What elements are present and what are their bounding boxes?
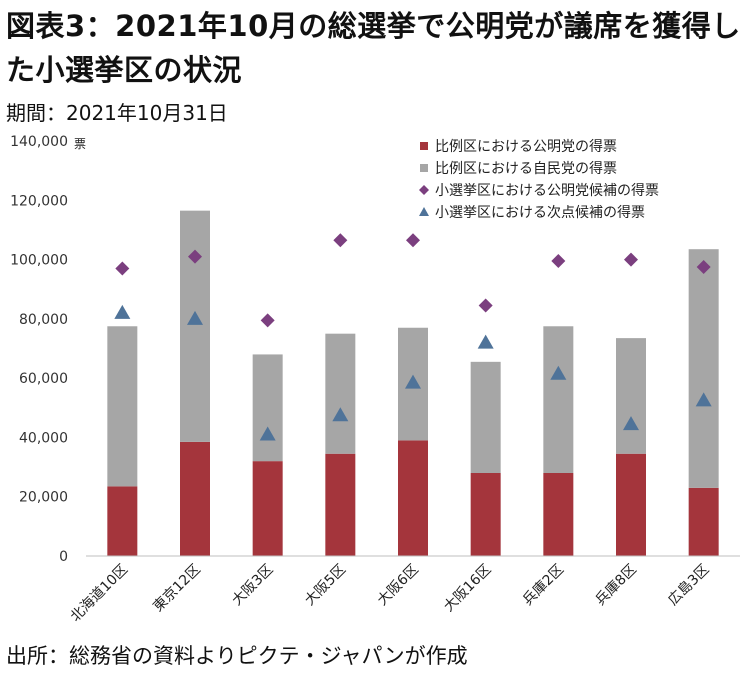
- source-note: 出所：総務省の資料よりピクテ・ジャパンが作成: [6, 644, 468, 668]
- y-axis-unit: 票: [74, 137, 86, 151]
- legend-swatch: [420, 142, 428, 150]
- marker-komeito-candidate: [188, 249, 202, 264]
- x-tick-label: 大阪6区: [375, 562, 422, 609]
- marker-komeito-candidate: [551, 254, 566, 269]
- x-axis: 北海道10区 東京12区 大阪3区 大阪5区 大阪6区 大阪16区 兵庫2区 兵庫8区 広島3区: [68, 561, 713, 625]
- chart-period: 期間：2021年10月31日: [6, 101, 228, 125]
- marker-runner-up: [477, 334, 494, 349]
- chart-title: 図表3：2021年10月の総選挙で公明党が議席を獲得した小選挙区の状況: [6, 9, 741, 87]
- legend-label: 小選挙区における公明党候補の得票: [435, 182, 659, 199]
- legend-label: 比例区における自民党の得票: [435, 160, 617, 177]
- bar-series: [107, 210, 719, 556]
- legend-swatch: [419, 185, 429, 195]
- bar-ldp-pr: [688, 249, 719, 488]
- marker-runner-up: [114, 304, 131, 319]
- marker-komeito-candidate: [624, 252, 638, 267]
- bar-komeito-pr: [180, 441, 210, 556]
- legend-swatch: [420, 164, 428, 172]
- y-tick-label: 60,000: [19, 371, 68, 387]
- marker-runner-up: [695, 392, 712, 407]
- legend-label: 小選挙区における次点候補の得票: [435, 204, 645, 221]
- y-tick-label: 20,000: [19, 490, 68, 506]
- marker-runner-up: [187, 310, 203, 325]
- legend-label: 比例区における公明党の得票: [435, 138, 617, 155]
- bar-komeito-pr: [688, 487, 719, 556]
- bar-komeito-pr: [398, 440, 428, 556]
- x-tick-label: 広島3区: [665, 562, 712, 609]
- x-tick-label: 兵庫2区: [519, 561, 567, 609]
- bar-komeito-pr: [616, 453, 646, 556]
- bar-komeito-pr: [325, 453, 356, 556]
- x-tick-label: 大阪3区: [229, 562, 276, 609]
- bar-komeito-pr: [252, 461, 283, 556]
- marker-komeito-candidate: [696, 259, 711, 274]
- marker-runner-up: [405, 374, 421, 389]
- marker-komeito-candidate: [260, 313, 275, 328]
- bar-ldp-pr: [107, 326, 138, 487]
- bar-komeito-pr: [107, 486, 138, 556]
- x-tick-label: 大阪16区: [441, 562, 495, 616]
- bar-komeito-pr: [543, 473, 574, 556]
- x-tick-label: 兵庫8区: [592, 561, 640, 609]
- legend: 比例区における公明党の得票比例区における自民党の得票小選挙区における公明党候補の…: [419, 138, 659, 221]
- bar-ldp-pr: [470, 361, 501, 473]
- marker-runner-up: [332, 407, 349, 422]
- bar-komeito-pr: [470, 473, 501, 556]
- bar-ldp-pr: [252, 354, 283, 462]
- marker-komeito-candidate: [115, 261, 130, 276]
- y-tick-label: 100,000: [10, 253, 68, 269]
- marker-runner-up: [623, 416, 639, 431]
- y-tick-label: 80,000: [19, 312, 68, 328]
- marker-series: [114, 233, 712, 441]
- y-tick-label: 40,000: [19, 430, 68, 446]
- marker-runner-up: [550, 365, 567, 380]
- y-tick-label: 0: [59, 549, 68, 565]
- x-tick-label: 大阪5区: [302, 562, 349, 609]
- y-tick-label: 120,000: [10, 193, 68, 209]
- marker-runner-up: [259, 426, 276, 441]
- y-tick-label: 140,000: [10, 134, 68, 150]
- bar-ldp-pr: [543, 326, 574, 473]
- bar-ldp-pr: [616, 338, 646, 454]
- y-axis: 0 20,000 40,000 60,000 80,000 100,000 120,000 1…: [10, 134, 68, 565]
- legend-swatch: [419, 207, 429, 216]
- x-tick-label: 東京12区: [150, 562, 204, 616]
- marker-komeito-candidate: [333, 233, 348, 248]
- marker-komeito-candidate: [406, 233, 420, 248]
- marker-komeito-candidate: [478, 298, 493, 313]
- x-tick-label: 北海道10区: [68, 562, 132, 626]
- bar-ldp-pr: [180, 210, 210, 442]
- bar-ldp-pr: [325, 333, 356, 454]
